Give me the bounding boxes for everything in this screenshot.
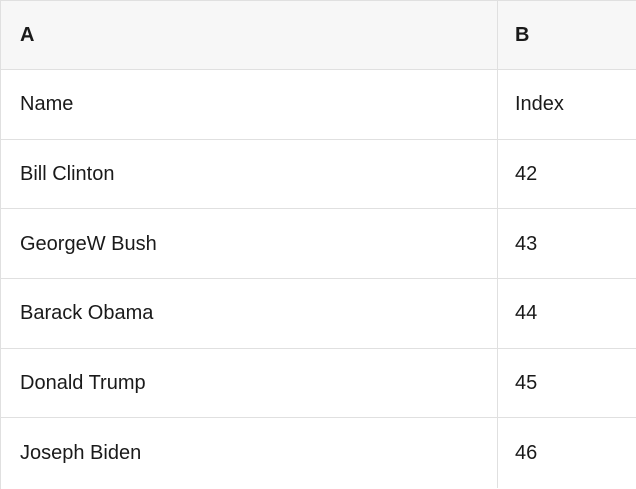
cell-a-barack-obama[interactable]: Barack Obama — [1, 279, 498, 348]
table-row: Barack Obama 44 — [1, 279, 636, 349]
header-row: A B — [1, 1, 636, 70]
cell-a-name[interactable]: Name — [1, 70, 498, 139]
table-row: Name Index — [1, 70, 636, 140]
table-row: Bill Clinton 42 — [1, 139, 636, 210]
table-row: Donald Trump 45 — [1, 348, 636, 419]
cell-b-43[interactable]: 43 — [515, 232, 538, 255]
table-row: Joseph Biden 46 — [1, 418, 636, 489]
cell-b-44[interactable]: 44 — [515, 302, 538, 325]
cell-a-joseph-biden[interactable]: Joseph Biden — [1, 418, 498, 489]
cell-a-georgew-bush[interactable]: GeorgeW Bush — [1, 209, 498, 279]
cell-b-46[interactable]: 46 — [515, 442, 538, 465]
table-row: GeorgeW Bush 43 — [1, 209, 636, 280]
cell-b-index[interactable]: Index — [515, 93, 564, 116]
column-header-b[interactable]: B — [515, 24, 530, 46]
cell-a-bill-clinton[interactable]: Bill Clinton — [1, 139, 498, 209]
cell-a-donald-trump[interactable]: Donald Trump — [1, 348, 498, 418]
cell-b-42[interactable]: 42 — [515, 163, 538, 186]
column-header-a[interactable]: A — [1, 1, 498, 69]
cell-b-45[interactable]: 45 — [515, 372, 538, 395]
